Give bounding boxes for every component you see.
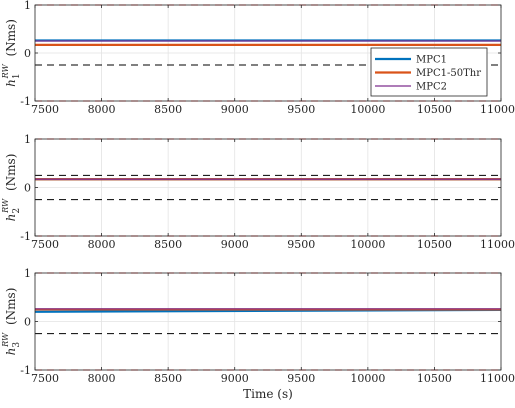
y-axis-label-main: h bbox=[4, 79, 18, 87]
y-tick-label: -1 bbox=[20, 230, 31, 243]
x-tick-label: 9000 bbox=[221, 238, 249, 251]
y-tick-label: 1 bbox=[24, 133, 31, 146]
y-axis-label-main: h bbox=[4, 348, 18, 356]
subplot-3: 7500 8000 8500 9000 9500 10000 10500 11000-101h… bbox=[1, 267, 515, 401]
x-tick-label: 7500 bbox=[31, 103, 59, 116]
x-tick-label: 10500 bbox=[417, 103, 452, 116]
y-axis-label-unit: (Nms) bbox=[4, 288, 18, 329]
x-axis-label: Time (s) bbox=[243, 387, 293, 401]
x-tick-label: 11000 bbox=[480, 372, 515, 385]
y-axis-label-sub: 2 bbox=[12, 208, 22, 214]
y-tick-label: 1 bbox=[24, 267, 31, 280]
y-axis-label-sup: RW bbox=[1, 332, 10, 348]
y-axis-label: h2RW (Nms) bbox=[1, 154, 22, 222]
legend-entry: MPC1 bbox=[416, 55, 447, 66]
x-tick-label: 9500 bbox=[287, 238, 315, 251]
subplot-2: 7500 8000 8500 9000 9500 10000 10500 11000-101h… bbox=[1, 133, 515, 251]
y-axis-label-main: h bbox=[4, 214, 18, 222]
x-tick-label: 9000 bbox=[221, 103, 249, 116]
x-tick-label: 7500 bbox=[31, 372, 59, 385]
y-axis-label-sup: RW bbox=[1, 64, 10, 80]
y-tick-label: -1 bbox=[20, 95, 31, 108]
y-axis-label: h1RW (Nms) bbox=[1, 19, 22, 87]
x-tick-label: 11000 bbox=[480, 238, 515, 251]
x-tick-label: 9000 bbox=[221, 372, 249, 385]
x-tick-label: 8500 bbox=[154, 372, 182, 385]
x-tick-label: 8000 bbox=[88, 372, 116, 385]
y-axis-label: h3RW (Nms) bbox=[1, 288, 22, 356]
y-tick-label: -1 bbox=[20, 364, 31, 377]
x-tick-label: 10000 bbox=[350, 372, 385, 385]
y-axis-label-unit: (Nms) bbox=[4, 154, 18, 195]
y-axis-label-unit: (Nms) bbox=[4, 19, 18, 60]
legend-entry: MPC2 bbox=[416, 82, 447, 93]
x-tick-label: 10500 bbox=[417, 238, 452, 251]
x-tick-label: 9500 bbox=[287, 372, 315, 385]
x-tick-label: 11000 bbox=[480, 103, 515, 116]
legend-entry: MPC1-50Thr bbox=[416, 68, 481, 79]
y-axis-label-sup: RW bbox=[1, 198, 10, 214]
x-tick-label: 8500 bbox=[154, 238, 182, 251]
x-tick-label: 8500 bbox=[154, 103, 182, 116]
x-tick-label: 7500 bbox=[31, 238, 59, 251]
y-tick-label: 0 bbox=[24, 182, 31, 195]
x-tick-label: 10000 bbox=[350, 238, 385, 251]
y-axis-label-sub: 3 bbox=[12, 342, 22, 348]
x-tick-label: 8000 bbox=[88, 103, 116, 116]
x-tick-label: 8000 bbox=[88, 238, 116, 251]
subplot-1: 7500 8000 8500 9000 9500 10000 10500 11000-101h… bbox=[1, 0, 515, 116]
x-tick-label: 10000 bbox=[350, 103, 385, 116]
x-tick-label: 9500 bbox=[287, 103, 315, 116]
y-tick-label: 1 bbox=[24, 0, 31, 12]
y-tick-label: 0 bbox=[24, 316, 31, 329]
x-tick-label: 10500 bbox=[417, 372, 452, 385]
y-axis-label-sub: 1 bbox=[12, 73, 22, 79]
legend: MPC1 MPC1-50Thr MPC2 bbox=[370, 47, 488, 97]
y-tick-label: 0 bbox=[24, 47, 31, 60]
